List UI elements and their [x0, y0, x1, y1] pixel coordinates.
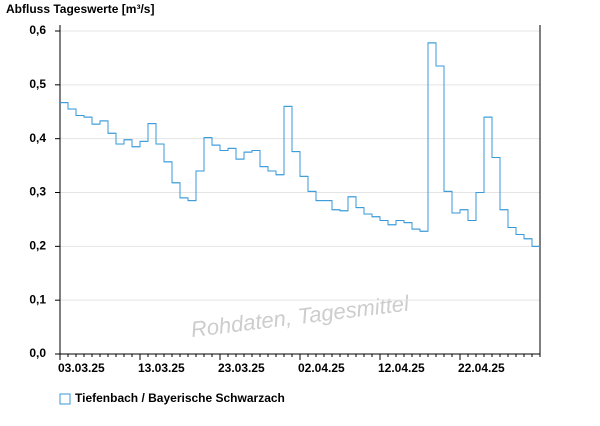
- x-tick-label: 13.03.25: [138, 361, 185, 375]
- y-tick-label: 0,3: [29, 185, 46, 199]
- x-tick-label: 03.03.25: [58, 361, 105, 375]
- x-tick-label: 23.03.25: [218, 361, 265, 375]
- chart-title: Abfluss Tageswerte [m³/s]: [6, 2, 154, 16]
- y-tick-label: 0,4: [29, 131, 46, 145]
- x-tick-label: 02.04.25: [298, 361, 345, 375]
- y-tick-label: 0,2: [29, 239, 46, 253]
- step-line: [60, 42, 540, 247]
- y-tick-label: 0,0: [29, 346, 46, 360]
- y-tick-label: 0,6: [29, 23, 46, 37]
- legend-swatch: [59, 393, 71, 405]
- watermark: Rohdaten, Tagesmittel: [189, 290, 411, 342]
- y-tick-label: 0,1: [29, 292, 46, 306]
- x-tick-label: 12.04.25: [378, 361, 425, 375]
- y-tick-label: 0,5: [29, 77, 46, 91]
- x-tick-label: 22.04.25: [458, 361, 505, 375]
- legend-label: Tiefenbach / Bayerische Schwarzach: [75, 391, 285, 405]
